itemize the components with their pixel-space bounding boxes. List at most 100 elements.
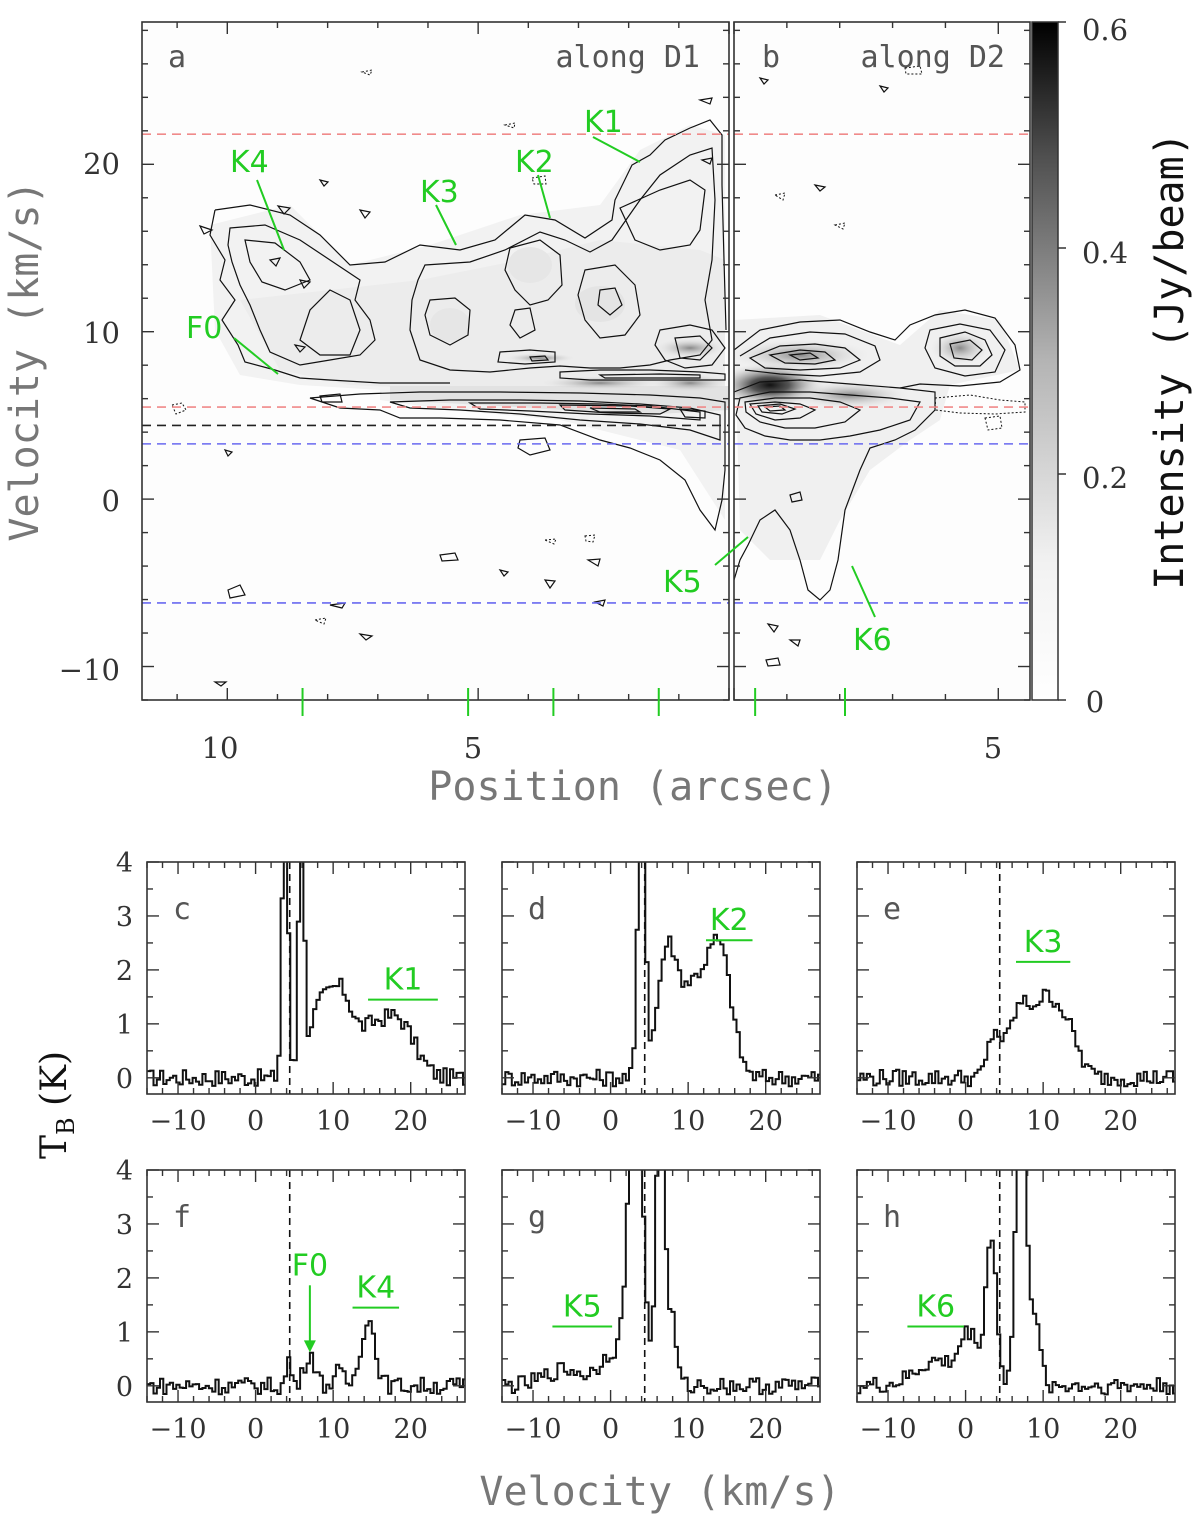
y-tick-label: 1 xyxy=(116,1010,133,1041)
spectrum-frame xyxy=(146,1169,466,1403)
pv-panel-b-negative-contours xyxy=(773,65,1026,431)
y-tick-label: 20 xyxy=(83,147,120,181)
pv-panel-b-label: b xyxy=(762,40,780,75)
x-tick-label: 10 xyxy=(1026,1106,1060,1137)
spectra-x-axis-title: Velocity (km/s) xyxy=(479,1469,840,1515)
spectrum-panel-f: −10 0 10 20 0 1 2 3 4 f F0 K4 xyxy=(116,1156,466,1445)
colorbar-tick-label: 0 xyxy=(1086,685,1104,719)
pv-panel-a-contours xyxy=(198,97,727,687)
feature-label: F0 xyxy=(292,1248,328,1283)
spectrum-panel-label: g xyxy=(528,1200,546,1235)
pv-panel-a-frame xyxy=(141,21,730,701)
x-tick-label: 20 xyxy=(394,1106,428,1137)
x-tick-label: 10 xyxy=(1026,1414,1060,1445)
feature-label: K1 xyxy=(384,963,423,998)
feature-label-k4: K4 xyxy=(230,145,269,180)
pv-panel-a-negative-contours xyxy=(171,69,596,625)
colorbar xyxy=(1031,21,1059,701)
spectrum-line xyxy=(147,1320,465,1396)
slice-position-markers xyxy=(301,688,846,716)
y-tick-label: 0 xyxy=(116,1064,133,1095)
colorbar-title: Intensity (Jy/beam) xyxy=(1147,132,1193,590)
y-tick-label: 4 xyxy=(116,848,133,879)
pv-panel-b-contours xyxy=(734,77,1021,667)
x-tick-label: −10 xyxy=(860,1106,917,1137)
pv-panel-b-emission xyxy=(734,22,1030,700)
x-tick-label: 0 xyxy=(957,1106,974,1137)
spectrum-panel-d: −10 0 10 20 d K2 xyxy=(501,861,821,1137)
y-tick-label: 0 xyxy=(116,1372,133,1403)
pv-axes xyxy=(142,22,1030,701)
feature-arrowhead xyxy=(303,1340,316,1353)
spectrum-line xyxy=(857,988,1175,1088)
y-tick-label: 2 xyxy=(116,956,133,987)
x-tick-label: −10 xyxy=(150,1414,207,1445)
spectrum-panel-label: c xyxy=(173,892,191,927)
spectrum-panel-h: −10 0 10 20 h K6 xyxy=(856,1169,1176,1445)
feature-pointer-lines xyxy=(233,136,876,618)
x-tick-label: 0 xyxy=(602,1414,619,1445)
y-tick-label: −10 xyxy=(59,653,120,687)
x-tick-label: 0 xyxy=(957,1414,974,1445)
x-tick-label: 20 xyxy=(1104,1414,1138,1445)
feature-label-k1: K1 xyxy=(584,105,623,140)
y-tick-label: 3 xyxy=(116,1210,133,1241)
colorbar-ticks xyxy=(1058,21,1066,701)
y-tick-label: 2 xyxy=(116,1264,133,1295)
spectra-y-axis-title-subscript: B xyxy=(52,1117,80,1135)
x-tick-label: −10 xyxy=(860,1414,917,1445)
pv-x-axis-title: Position (arcsec) xyxy=(428,764,837,810)
pv-panel-a-label: a xyxy=(168,40,186,75)
x-tick-label: 10 xyxy=(671,1106,705,1137)
spectrum-line xyxy=(502,1170,820,1396)
feature-label-k5: K5 xyxy=(663,565,702,600)
x-tick-label: −10 xyxy=(505,1106,562,1137)
spectrum-panel-e: −10 0 10 20 e K3 xyxy=(856,861,1176,1137)
y-tick-label: 0 xyxy=(102,484,120,518)
x-tick-label: 20 xyxy=(749,1106,783,1137)
spectrum-panel-label: h xyxy=(883,1200,901,1235)
feature-label: K2 xyxy=(710,903,749,938)
spectrum-frame xyxy=(856,1169,1176,1403)
pv-panel-a-title: along D1 xyxy=(556,40,701,75)
velocity-reference-lines xyxy=(142,133,1030,604)
feature-label: K3 xyxy=(1024,925,1063,960)
x-tick-label: 20 xyxy=(394,1414,428,1445)
spectrum-frame xyxy=(501,1169,821,1403)
colorbar-tick-label: 0.2 xyxy=(1082,461,1128,495)
spectrum-panel-c: −10 0 10 20 0 1 2 3 4 c K1 xyxy=(116,848,466,1137)
x-tick-label: 0 xyxy=(247,1414,264,1445)
feature-label-k3: K3 xyxy=(420,175,459,210)
spectrum-frame xyxy=(501,861,821,1095)
spectra-y-axis-title: TB (K) xyxy=(34,1051,80,1159)
x-tick-label: 0 xyxy=(247,1106,264,1137)
spectrum-panel-label: e xyxy=(883,892,901,927)
colorbar-tick-label: 0.4 xyxy=(1082,236,1128,270)
spectrum-line xyxy=(857,1170,1175,1396)
feature-label-k2: K2 xyxy=(515,145,554,180)
spectrum-panel-label: f xyxy=(173,1200,191,1235)
y-tick-label: 4 xyxy=(116,1156,133,1187)
x-tick-label: 10 xyxy=(671,1414,705,1445)
feature-label: K5 xyxy=(563,1289,602,1324)
colorbar-tick-label: 0.6 xyxy=(1082,13,1128,47)
feature-label-f0: F0 xyxy=(186,311,222,346)
spectrum-line xyxy=(502,862,820,1088)
x-tick-label: 5 xyxy=(464,731,482,765)
x-tick-label: 0 xyxy=(602,1106,619,1137)
feature-label: K4 xyxy=(356,1271,395,1306)
spectra-y-axis-title-main: T xyxy=(34,1135,75,1159)
x-tick-label: 20 xyxy=(749,1414,783,1445)
pv-diagram: a along D1 b along D2 K1 K2 K3 K4 F0 K5 … xyxy=(2,13,1193,810)
y-tick-label: 3 xyxy=(116,902,133,933)
spectrum-line xyxy=(147,862,465,1087)
feature-label-k6: K6 xyxy=(853,623,892,658)
x-tick-label: −10 xyxy=(505,1414,562,1445)
x-tick-label: 20 xyxy=(1104,1106,1138,1137)
y-tick-label: 1 xyxy=(116,1318,133,1349)
spectrum-panel-label: d xyxy=(528,892,546,927)
y-tick-label: 10 xyxy=(83,316,120,350)
pv-y-axis-title: Velocity (km/s) xyxy=(2,180,48,541)
spectrum-panel-g: −10 0 10 20 g K5 xyxy=(501,1169,821,1445)
